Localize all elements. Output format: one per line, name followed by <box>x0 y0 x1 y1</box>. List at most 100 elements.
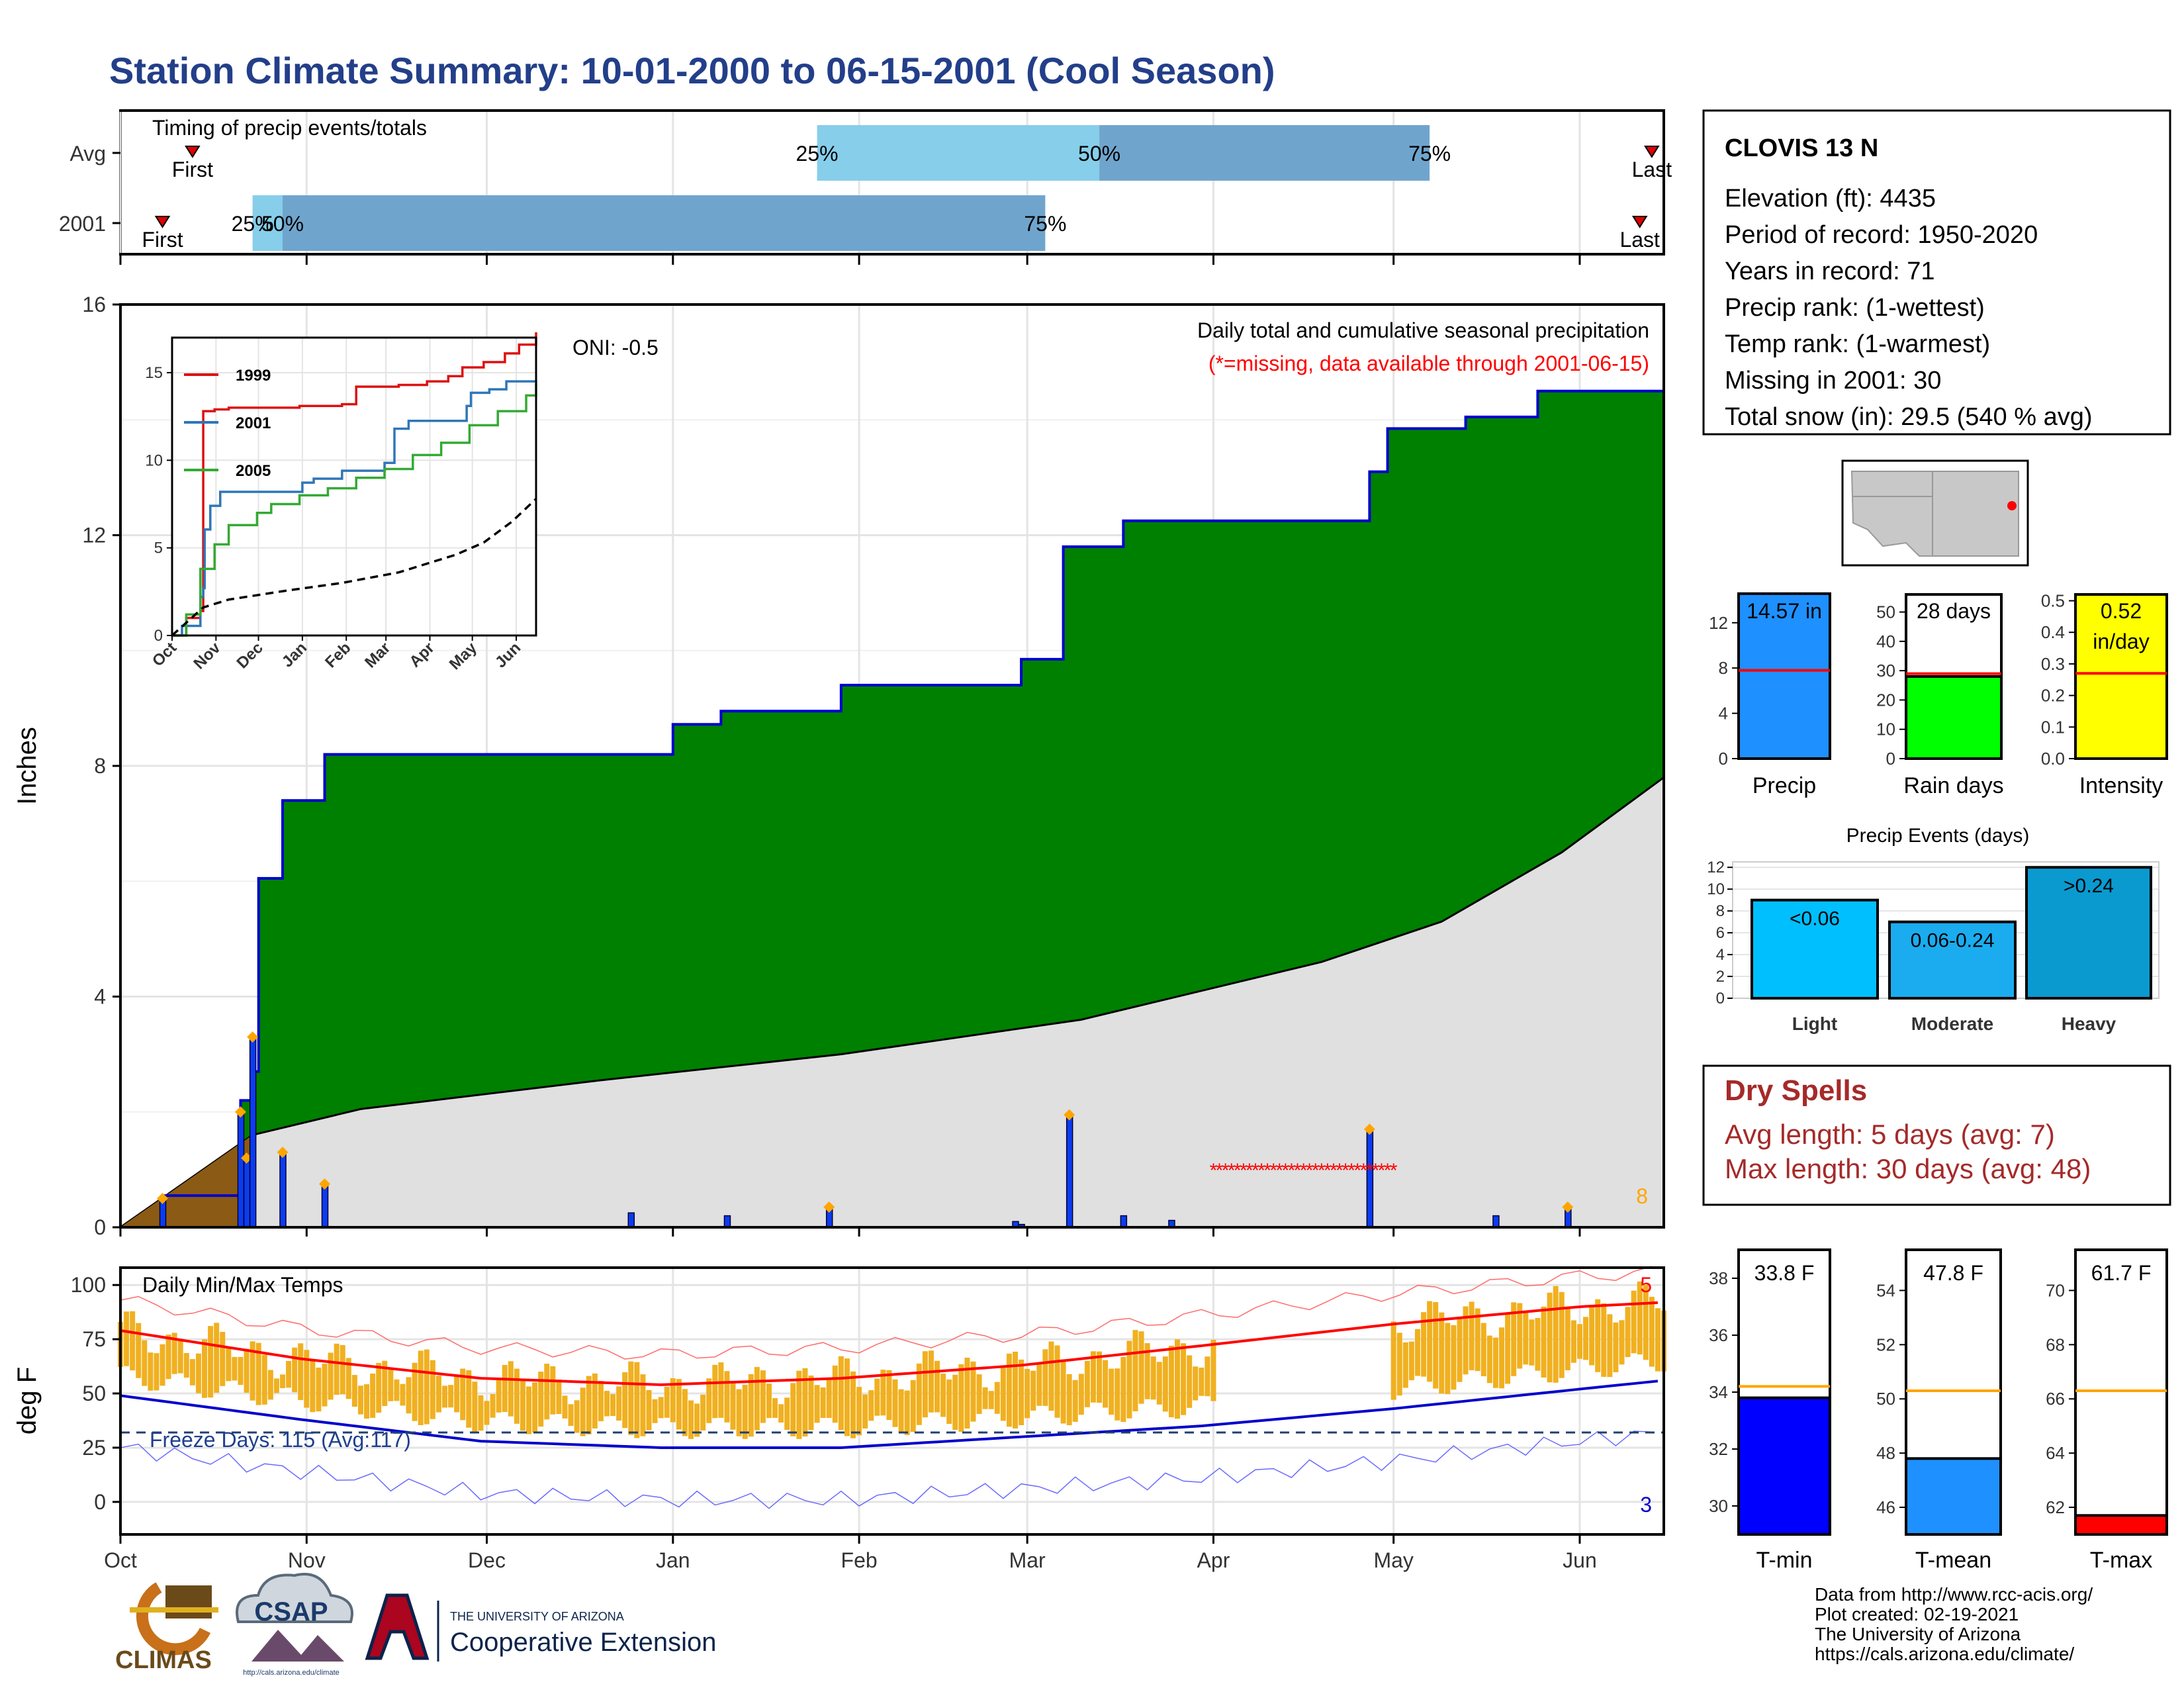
inset-legend-label: 1999 <box>236 367 271 385</box>
daily-temp-bar <box>766 1383 772 1419</box>
daily-temp-bar <box>826 1379 832 1419</box>
daily-temp-bar <box>970 1361 976 1422</box>
daily-temp-bar <box>1457 1317 1463 1382</box>
daily-temp-bar <box>556 1380 562 1415</box>
events-ytick-label: 12 <box>1707 859 1725 876</box>
daily-temp-bar <box>1162 1356 1168 1412</box>
daily-temp-bar <box>628 1361 634 1435</box>
csap-logo: CSAP http://cals.arizona.edu/climate <box>236 1573 353 1677</box>
footer-line: Data from http://www.rcc-acis.org/ <box>1815 1584 2093 1605</box>
summary-bar-value: 28 days <box>1917 599 1991 623</box>
daily-temp-bar <box>1541 1306 1547 1378</box>
summary-ytick-label: 10 <box>1876 720 1895 739</box>
daily-temp-bar <box>544 1364 550 1420</box>
missing-data-marker: * <box>1281 1160 1289 1182</box>
summary-bar-label: Intensity <box>2079 773 2163 798</box>
footer-credits: Data from http://www.rcc-acis.org/Plot c… <box>1815 1584 2093 1664</box>
daily-temp-bar <box>376 1362 382 1413</box>
footer-line: https://cals.arizona.edu/climate/ <box>1815 1644 2074 1664</box>
daily-temp-bar <box>1613 1322 1619 1373</box>
daily-temp-bar <box>328 1352 334 1400</box>
daily-temp-bar <box>994 1382 1000 1414</box>
daily-temp-bar <box>1132 1330 1138 1412</box>
temp-summary-ytick-label: 34 <box>1709 1382 1728 1402</box>
station-location-dot <box>2007 501 2017 510</box>
event-marker <box>1064 1109 1075 1121</box>
dry-spells-title: Dry Spells <box>1725 1074 1867 1107</box>
daily-temp-bar <box>238 1356 244 1385</box>
summary-ytick-label: 0.3 <box>2041 654 2065 674</box>
daily-temp-bar <box>1205 1356 1210 1397</box>
daily-temp-bar <box>1000 1366 1006 1421</box>
daily-temp-bar <box>1511 1302 1517 1376</box>
daily-precip-bar <box>279 1151 287 1228</box>
daily-temp-bar <box>267 1370 273 1400</box>
daily-temp-bar <box>1631 1290 1637 1354</box>
precip-event-label: Heavy <box>2062 1013 2116 1034</box>
temp-summary-bar-t-min <box>1737 1396 1831 1536</box>
daily-temp-bar <box>1066 1374 1072 1426</box>
missing-data-marker: * <box>1378 1160 1386 1182</box>
daily-temp-bar <box>610 1394 616 1417</box>
daily-temp-bar <box>1492 1337 1498 1388</box>
temp-summary-ytick-label: 36 <box>1709 1325 1728 1345</box>
summary-ytick-label: 50 <box>1876 602 1895 622</box>
daily-temp-bar <box>562 1395 568 1419</box>
missing-data-marker: * <box>1300 1160 1308 1182</box>
daily-temp-bar <box>934 1360 940 1413</box>
daily-temp-bar <box>1181 1343 1187 1415</box>
daily-temp-bar <box>130 1311 136 1371</box>
daily-temp-bar <box>1150 1356 1156 1400</box>
daily-temp-bar <box>406 1377 412 1414</box>
daily-temp-bar <box>1036 1362 1042 1406</box>
daily-temp-bar <box>226 1346 232 1382</box>
missing-data-marker: * <box>1210 1160 1218 1182</box>
daily-temp-bar <box>718 1362 724 1418</box>
missing-data-marker: * <box>1336 1160 1343 1182</box>
precip-event-label: Moderate <box>1911 1013 1993 1034</box>
daily-temp-bar <box>1156 1362 1162 1405</box>
missing-note: (*=missing, data available through 2001-… <box>1208 352 1649 375</box>
summary-ytick-label: 0.4 <box>2041 622 2065 642</box>
daily-temp-bar <box>345 1358 351 1399</box>
daily-temp-bar <box>370 1374 376 1418</box>
daily-temp-bar <box>838 1356 844 1430</box>
daily-temp-bar <box>1144 1343 1150 1399</box>
temperature-summary-bars: 30 32 34 36 38 33.8 F T-min 46 48 50 52 54 47.8 F T-m… <box>1709 1248 2168 1573</box>
daily-temp-bar <box>1523 1311 1529 1365</box>
station-info-line: Elevation (ft): 4435 <box>1725 185 1936 212</box>
precip-ytick-label: 12 <box>82 524 106 547</box>
summary-ytick-label: 4 <box>1719 704 1728 724</box>
daily-temp-bar <box>964 1357 970 1429</box>
footer-line: Plot created: 02-19-2021 <box>1815 1604 2019 1624</box>
inset-ytick-label: 0 <box>154 627 163 645</box>
daily-temp-bar <box>1427 1301 1433 1382</box>
event-marker <box>1363 1123 1375 1135</box>
timing-first-marker <box>154 216 171 228</box>
daily-temp-bar <box>298 1343 304 1401</box>
daily-temp-bar <box>568 1404 574 1427</box>
daily-temp-bar <box>904 1390 910 1435</box>
dry-spells-max: Max length: 30 days (avg: 48) <box>1725 1153 2091 1184</box>
daily-temp-bar <box>1168 1345 1174 1418</box>
daily-temp-bar <box>1607 1314 1613 1378</box>
daily-temp-bar <box>784 1397 790 1430</box>
daily-temp-bar <box>418 1350 424 1425</box>
daily-temp-bar <box>1601 1303 1607 1377</box>
daily-temp-bar <box>154 1353 159 1391</box>
timing-q50-q75-bar <box>1099 125 1430 181</box>
daily-temp-bar <box>1199 1368 1205 1396</box>
daily-temp-bar <box>1054 1345 1060 1418</box>
summary-ytick-label: 0 <box>1886 749 1895 769</box>
summary-bar-label: Rain days <box>1903 773 2003 798</box>
station-info-line: Years in record: 71 <box>1725 258 1935 285</box>
daily-temp-bar <box>388 1368 394 1401</box>
daily-temp-bar <box>214 1323 220 1393</box>
events-ytick-label: 10 <box>1707 880 1725 898</box>
daily-temp-bar <box>1583 1317 1589 1360</box>
daily-temp-bar <box>958 1364 964 1432</box>
timing-q50-q75-bar <box>282 195 1046 251</box>
missing-data-marker: * <box>1251 1160 1259 1182</box>
daily-temp-bar <box>1109 1368 1115 1415</box>
daily-temp-bar <box>364 1384 370 1419</box>
